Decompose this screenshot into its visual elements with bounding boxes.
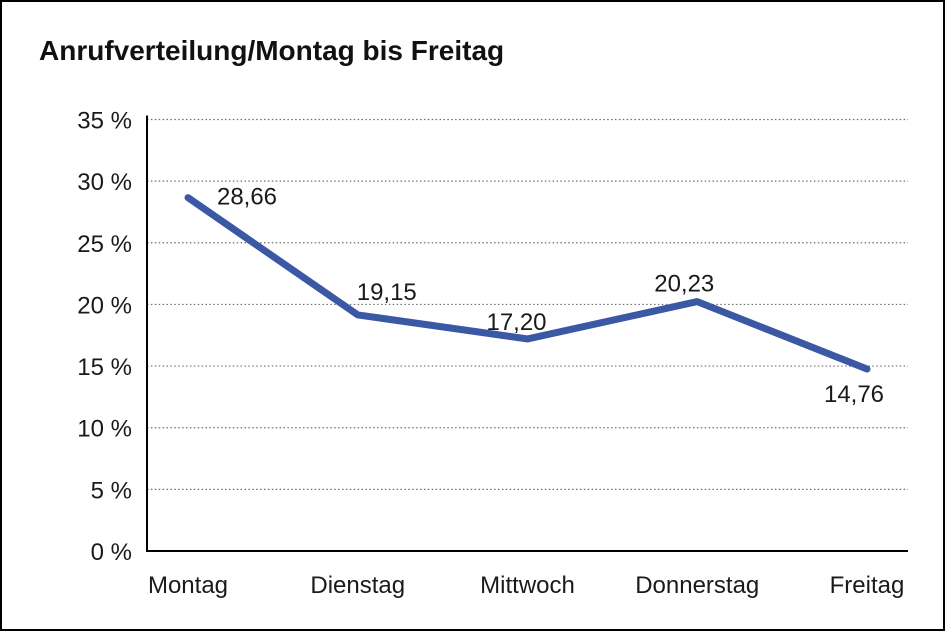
y-tick-label: 15 % (77, 354, 132, 381)
x-axis-label: Montag (148, 572, 228, 599)
y-tick-label: 10 % (77, 416, 132, 443)
data-point-label: 19,15 (357, 279, 417, 306)
data-point-label: 28,66 (217, 184, 277, 211)
x-axis-label: Freitag (830, 572, 905, 599)
data-point-label: 17,20 (486, 309, 546, 336)
data-line (184, 194, 871, 373)
x-axis-label: Dienstag (310, 572, 405, 599)
data-point-label: 14,76 (824, 381, 884, 408)
x-axis-label: Mittwoch (480, 572, 575, 599)
y-tick-label: 25 % (77, 231, 132, 258)
y-tick-label: 0 % (91, 539, 132, 566)
chart-title: Anrufverteilung/Montag bis Freitag (39, 35, 505, 66)
y-tick-label: 20 % (77, 292, 132, 319)
y-tick-label: 30 % (77, 169, 132, 196)
y-tick-label: 5 % (91, 477, 132, 504)
x-axis-label: Donnerstag (635, 572, 759, 599)
data-point-label: 20,23 (654, 271, 714, 298)
y-tick-label: 35 % (77, 108, 132, 135)
